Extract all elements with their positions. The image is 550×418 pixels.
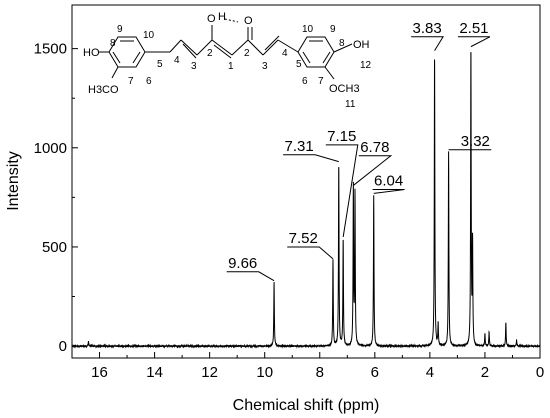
x-axis-title: Chemical shift (ppm) [233, 397, 380, 414]
locant-right-7: 7 [318, 76, 324, 87]
peak-label: 2.51 [459, 20, 488, 37]
locant-right-6: 6 [302, 76, 308, 87]
atom-o-keto: O [244, 15, 253, 27]
peak-leader-line [287, 246, 334, 260]
locant-left-8: 8 [110, 38, 116, 49]
peak-annotations: 9.66 7.52 7.31 7.156.78 6.04 3.83 2.51 3.32 [226, 20, 492, 282]
peak-leader-line [372, 188, 405, 194]
spectrum-line [71, 52, 541, 349]
locant-left-10: 10 [143, 30, 155, 41]
peak-label: 6.78 [360, 139, 389, 156]
atom-h3co-left: H3CO [88, 84, 119, 96]
locant-right-2: 2 [244, 48, 250, 59]
locant-left-9: 9 [117, 24, 123, 35]
locant-left-7: 7 [128, 76, 134, 87]
x-tick-label: 6 [371, 364, 379, 381]
x-tick-label: 0 [536, 364, 544, 381]
locant-left-3: 3 [191, 61, 197, 72]
y-tick-label: 500 [42, 239, 67, 256]
molecule-structure [98, 18, 353, 80]
x-tick-label: 12 [201, 364, 218, 381]
locant-right-5: 5 [296, 59, 302, 70]
plot-frame [71, 4, 541, 359]
peak-leader-line [457, 36, 491, 48]
peak-leader-line [283, 154, 339, 163]
y-tick-label: 1000 [34, 140, 67, 157]
locant-left-6: 6 [146, 76, 152, 87]
locant-left-1: 1 [228, 61, 234, 72]
locant-right-11: 11 [345, 99, 356, 110]
locant-left-4: 4 [174, 55, 180, 66]
peak-leader-line [226, 271, 275, 282]
peak-leader-line [411, 36, 445, 51]
x-tick-label: 14 [146, 364, 163, 381]
peak-point [343, 238, 344, 239]
peak-label: 7.52 [289, 230, 318, 247]
peak-point [338, 163, 339, 164]
locant-right-12: 12 [360, 60, 372, 71]
peak-label: 6.04 [374, 172, 403, 189]
locant-right-3: 3 [262, 61, 268, 72]
peak-label: 9.66 [228, 255, 257, 272]
x-tick-label: 8 [316, 364, 324, 381]
x-tick-label: 4 [426, 364, 434, 381]
locant-right-8: 8 [339, 38, 345, 49]
peak-label: 3.32 [461, 133, 490, 150]
locant-right-9: 9 [330, 24, 336, 35]
atom-och3-right: OCH3 [329, 83, 360, 95]
peak-leader-line [353, 155, 393, 186]
x-tick-label: 10 [256, 364, 273, 381]
y-tick-label: 1500 [34, 41, 67, 58]
atom-o-enol: O [207, 13, 216, 25]
y-axis-ticks: 0 500 1000 1500 [34, 41, 78, 355]
y-tick-label: 0 [59, 338, 67, 355]
peak-label: 7.31 [285, 138, 314, 155]
atom-oh-right: OH [353, 39, 370, 51]
peak-point [470, 48, 471, 49]
locant-right-4: 4 [282, 48, 288, 59]
locant-left-2: 2 [207, 48, 213, 59]
atom-h-bond: H [218, 11, 226, 23]
peak-point [434, 52, 435, 53]
x-tick-label: 16 [91, 364, 108, 381]
locant-right-10: 10 [302, 24, 314, 35]
peak-leader-line [325, 144, 359, 238]
peak-label: 3.83 [413, 20, 442, 37]
y-axis-title: Intensity [5, 151, 22, 211]
peak-label: 7.15 [327, 128, 356, 145]
atom-ho-left: HO [83, 47, 100, 59]
x-tick-label: 2 [481, 364, 489, 381]
x-axis-ticks: 16 14 12 10 8 6 4 2 0 [71, 352, 544, 381]
locant-left-5: 5 [157, 59, 163, 70]
molecule-labels: O H O HO OH H3CO OCH3 8 9 10 5 4 3 2 1 6… [83, 11, 372, 110]
